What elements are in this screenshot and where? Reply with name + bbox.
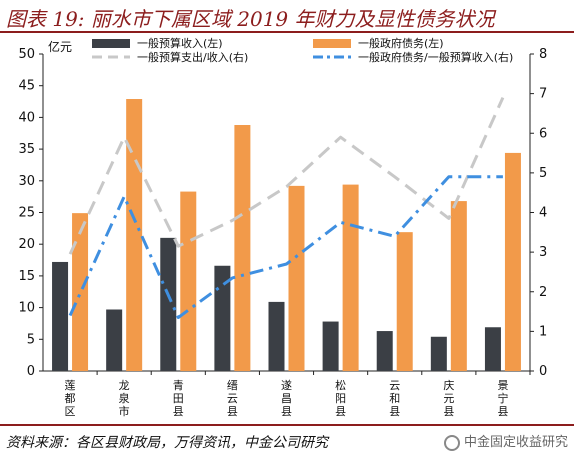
y-right-tick-label: 7 [539, 87, 547, 102]
bar-govt-debt [504, 152, 521, 371]
bar-budget-revenue [376, 331, 393, 371]
bar-budget-revenue [106, 309, 123, 371]
y-left-tick-label: 5 [27, 332, 35, 347]
x-tick-label: 和 [389, 392, 400, 405]
title-bar: 图表 19: 丽水市下属区域 2019 年财力及显性债务状况 [0, 0, 574, 31]
y-left-unit: 亿元 [48, 39, 72, 54]
line-expenditure-revenue-ratio [68, 96, 505, 255]
legend-label: 一般政府债务(左) [358, 36, 444, 50]
x-tick-label: 遂 [281, 378, 292, 392]
bar-govt-debt [234, 125, 251, 372]
x-tick-label: 缙 [227, 378, 238, 392]
x-tick-label: 昌 [281, 392, 292, 405]
bar-govt-debt [396, 232, 413, 371]
bar-budget-revenue [322, 321, 339, 371]
x-tick-label: 县 [497, 405, 508, 418]
y-left-tick-label: 50 [18, 47, 35, 62]
line-debt-revenue-ratio [68, 175, 503, 319]
x-tick-label: 松 [335, 378, 346, 392]
y-right-tick-label: 8 [539, 47, 547, 62]
x-tick-label: 都 [65, 392, 76, 405]
bar-budget-revenue [430, 336, 447, 371]
y-left-tick-label: 10 [18, 301, 35, 316]
y-left-tick-label: 25 [18, 206, 35, 221]
x-tick-label: 泉 [119, 391, 130, 405]
y-left-tick-label: 35 [18, 142, 35, 157]
x-tick-label: 田 [173, 392, 184, 405]
bar-budget-revenue [52, 261, 69, 371]
bar-budget-revenue [268, 301, 285, 371]
bar-govt-debt [126, 99, 143, 371]
x-tick-label: 元 [443, 392, 454, 405]
x-tick-label: 县 [227, 405, 238, 418]
x-tick-label: 市 [119, 404, 130, 418]
x-tick-label: 县 [335, 405, 346, 418]
bar-budget-revenue [214, 265, 231, 371]
x-tick-label: 青 [173, 379, 184, 392]
y-right-tick-label: 3 [539, 245, 547, 260]
x-tick-label: 莲 [65, 379, 76, 392]
x-tick-label: 县 [281, 405, 292, 418]
x-tick-label: 县 [173, 405, 184, 418]
bar-govt-debt [450, 201, 467, 371]
title-divider [0, 31, 574, 33]
chart-title: 图表 19: 丽水市下属区域 2019 年财力及显性债务状况 [6, 7, 495, 31]
y-right-tick-label: 1 [539, 324, 547, 339]
legend-label: 一般预算支出/收入(右) [137, 50, 248, 64]
y-right-tick-label: 5 [539, 166, 547, 181]
x-tick-label: 县 [389, 405, 400, 418]
x-tick-label: 阳 [335, 392, 346, 405]
y-right-tick-label: 2 [539, 285, 547, 300]
y-left-tick-label: 45 [18, 79, 35, 94]
source-note: 资料来源：各区县财政局，万得资讯，中金公司研究 [6, 435, 328, 451]
x-tick-label: 宁 [497, 391, 508, 405]
x-tick-label: 云 [389, 379, 400, 392]
legend-label: 一般预算收入(左) [137, 36, 223, 50]
footer-divider [0, 424, 574, 426]
legend-swatch [92, 39, 130, 48]
y-left-tick-label: 20 [18, 237, 35, 252]
y-right-tick-label: 0 [539, 364, 547, 379]
watermark-text: 中金固定收益研究 [463, 435, 568, 450]
bar-govt-debt [342, 184, 359, 371]
legend-label: 一般政府债务/一般预算收入(右) [358, 50, 513, 64]
y-left-tick-label: 40 [18, 110, 35, 125]
wechat-icon [443, 434, 460, 451]
y-right-tick-label: 4 [539, 206, 547, 221]
bar-budget-revenue [160, 237, 177, 371]
watermark: 中金固定收益研究 [443, 431, 568, 451]
bar-govt-debt [72, 213, 89, 371]
bar-govt-debt [288, 185, 305, 371]
x-tick-label: 龙 [119, 379, 130, 392]
x-tick-label: 县 [443, 405, 454, 418]
y-left-tick-label: 0 [27, 364, 35, 379]
legend-swatch [313, 39, 351, 48]
bar-govt-debt [180, 191, 197, 371]
x-tick-label: 区 [65, 405, 76, 418]
x-tick-label: 景 [497, 379, 508, 392]
chart-canvas: 05101520253035404550012345678亿元莲都区龙泉市青田县… [18, 36, 547, 418]
bar-budget-revenue [484, 327, 501, 371]
x-tick-label: 云 [227, 392, 238, 405]
y-left-tick-label: 30 [18, 174, 35, 189]
y-right-tick-label: 6 [539, 126, 547, 141]
x-tick-label: 庆 [443, 378, 454, 392]
y-left-tick-label: 15 [18, 269, 35, 284]
